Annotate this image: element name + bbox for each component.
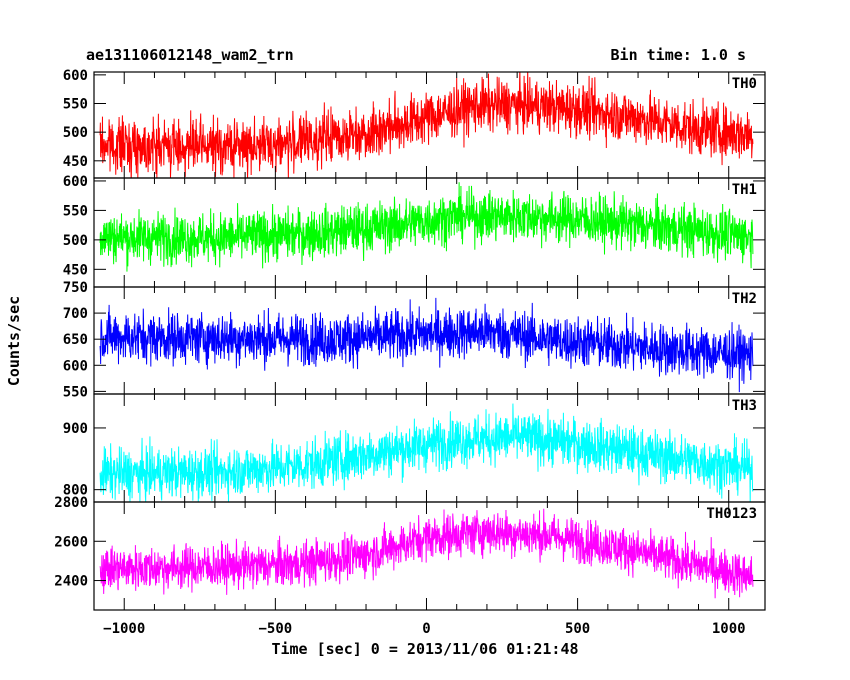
- panel-label-th0123: TH0123: [706, 506, 757, 522]
- y-tick-label: 2400: [54, 574, 88, 590]
- y-tick-label: 2600: [54, 534, 88, 550]
- panels-group: 450 500 550 600 TH0 450 500 550 600 TH1 550 600 650 7…: [54, 68, 766, 637]
- panel-label-th3: TH3: [732, 398, 757, 414]
- panel-th3: 800 900 TH3: [63, 393, 766, 503]
- panel-label-th1: TH1: [732, 182, 757, 198]
- series-line-th1: [99, 182, 754, 272]
- panel-th0: 450 500 550 600 TH0: [63, 68, 766, 179]
- y-tick-label: 2800: [54, 495, 88, 511]
- x-tick-label: 0: [422, 621, 430, 637]
- y-axis-label: Counts/sec: [5, 296, 23, 386]
- panel-label-th0: TH0: [732, 76, 757, 92]
- x-tick-label: 1000: [712, 621, 746, 637]
- y-tick-label: 500: [63, 125, 88, 141]
- y-tick-label: 500: [63, 233, 88, 249]
- panel-th1: 450 500 550 600 TH1: [63, 174, 766, 288]
- y-tick-label: 800: [63, 483, 88, 499]
- y-tick-label: 750: [63, 280, 88, 296]
- x-axis-label: Time [sec] 0 = 2013/11/06 01:21:48: [271, 640, 578, 658]
- y-tick-label: 600: [63, 174, 88, 190]
- x-tick-label: 500: [565, 621, 590, 637]
- x-axis: −1000 −500 0 500 1000: [103, 621, 745, 637]
- y-tick-label: 900: [63, 421, 88, 437]
- series-line-th2: [99, 297, 754, 393]
- panel-frame: [93, 393, 766, 503]
- y-tick-label: 550: [63, 97, 88, 113]
- series-line-th3: [99, 403, 754, 502]
- y-tick-label: 650: [63, 332, 88, 348]
- x-tick-label: −500: [258, 621, 292, 637]
- y-tick-label: 450: [63, 154, 88, 170]
- x-tick-label: −1000: [103, 621, 145, 637]
- series-line-th0: [99, 72, 754, 178]
- y-tick-label: 600: [63, 68, 88, 84]
- y-tick-label: 700: [63, 306, 88, 322]
- panel-label-th2: TH2: [732, 291, 757, 307]
- bin-time-label: Bin time: 1.0 s: [611, 46, 746, 64]
- panel-frame: [93, 501, 766, 611]
- panel-th0123: 2400 2600 2800 TH0123: [54, 495, 766, 611]
- series-line-th0123: [99, 508, 754, 599]
- panel-th2: 550 600 650 700 750 TH2: [63, 280, 766, 400]
- chart-title: ae131106012148_wam2_trn: [86, 46, 294, 64]
- y-tick-label: 600: [63, 358, 88, 374]
- y-tick-label: 450: [63, 262, 88, 278]
- y-tick-label: 550: [63, 384, 88, 400]
- y-tick-label: 550: [63, 203, 88, 219]
